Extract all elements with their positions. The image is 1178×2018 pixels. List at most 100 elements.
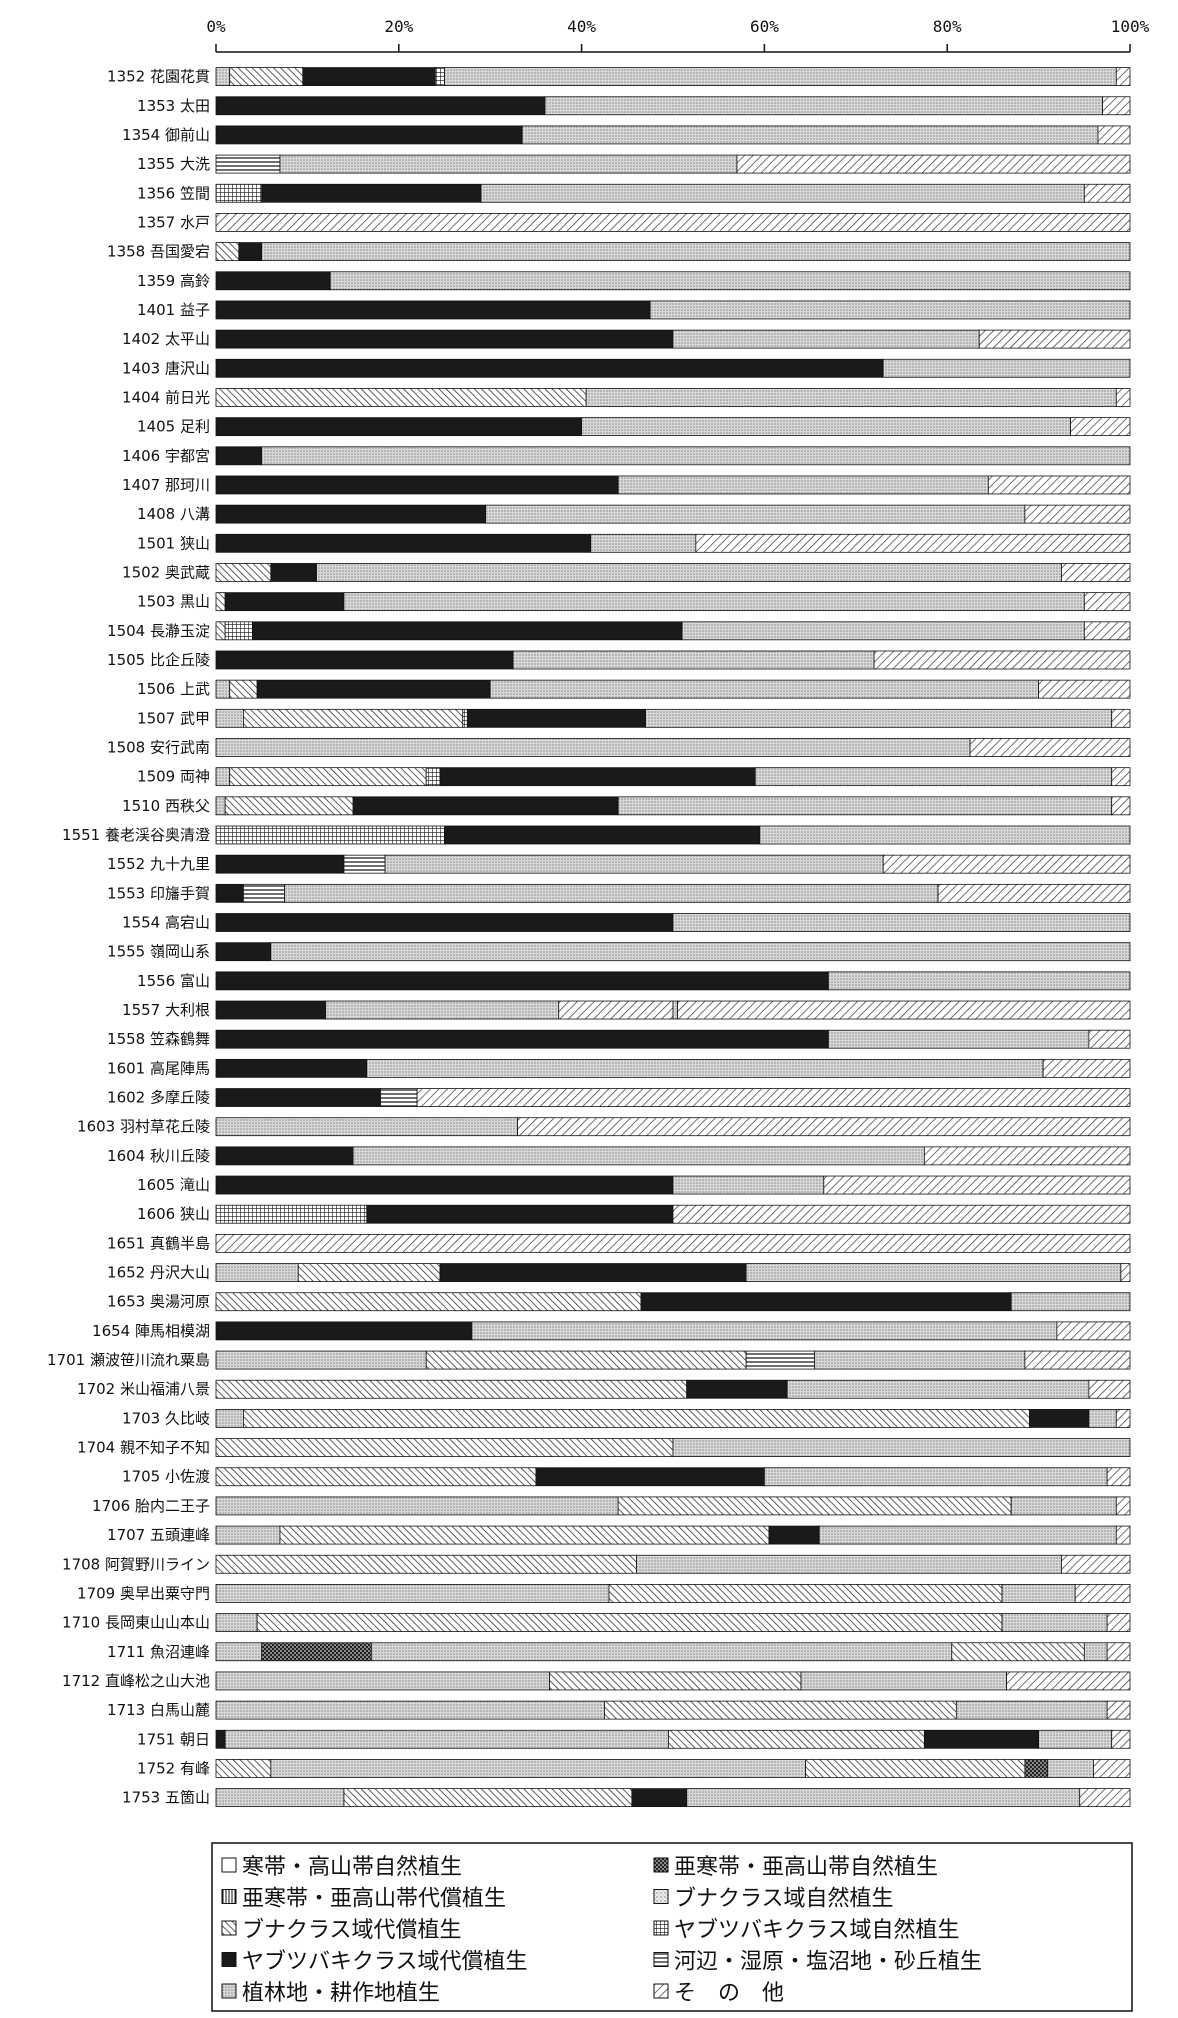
legend-swatch xyxy=(653,1857,669,1873)
bar-segment-k5 xyxy=(229,67,304,86)
category-label: 1702 米山福浦八景 xyxy=(77,1380,210,1398)
category-label: 1651 真鶴半島 xyxy=(107,1234,210,1252)
bar-segment-k10 xyxy=(1070,417,1131,437)
bar-segment-k9 xyxy=(800,1671,1008,1691)
bar-segment-k10 xyxy=(1111,708,1131,728)
bar-segment-k5 xyxy=(604,1700,957,1720)
bar-segment-k5 xyxy=(297,1263,441,1282)
bar-segment-k7 xyxy=(215,271,331,291)
bar-segment-k7 xyxy=(224,592,345,612)
bar-segment-k10 xyxy=(1115,1525,1131,1545)
bar-segment-k7 xyxy=(215,1058,368,1078)
bar-segment-k9 xyxy=(215,1584,610,1603)
bar-segment-k10 xyxy=(1074,1584,1131,1603)
bar-segment-k10 xyxy=(1106,1700,1131,1720)
bar-segment-k10 xyxy=(677,1000,1131,1020)
bar-segment-k7 xyxy=(215,883,244,903)
category-label: 1408 八溝 xyxy=(137,505,210,523)
x-tick-label: 20% xyxy=(384,17,413,36)
category-label: 1357 水戸 xyxy=(137,213,210,231)
bar-segment-k10 xyxy=(978,329,1131,349)
legend-swatch xyxy=(653,1889,669,1904)
bar-segment-k10 xyxy=(1115,388,1131,407)
bar-segment-k9 xyxy=(480,183,1085,203)
category-label: 1508 安行武南 xyxy=(107,738,210,756)
bar-segment-k5 xyxy=(805,1759,1026,1778)
category-label: 1406 宇都宮 xyxy=(122,447,210,465)
bar-segment-k10 xyxy=(1056,1321,1131,1341)
bar-segment-k8 xyxy=(243,883,285,903)
bar-segment-k10 xyxy=(1115,1496,1131,1516)
bar-segment-k10 xyxy=(1106,1642,1131,1662)
legend-swatch xyxy=(221,1889,237,1904)
bar-segment-k7 xyxy=(215,329,674,349)
bar-segment-k9 xyxy=(672,329,980,349)
bar-segment-k5 xyxy=(243,708,464,728)
bar-segment-k9 xyxy=(544,96,1103,116)
category-label: 1503 黒山 xyxy=(137,593,210,611)
bar-segment-k9 xyxy=(1001,1613,1108,1632)
category-label: 1709 奥早出粟守門 xyxy=(77,1584,210,1602)
bar-segment-k10 xyxy=(987,475,1131,495)
bar-segment-k6 xyxy=(215,1204,368,1224)
bar-segment-k9 xyxy=(215,796,226,816)
bar-segment-k10 xyxy=(923,1146,1131,1166)
bar-segment-k7 xyxy=(215,504,487,524)
bar-segment-k9 xyxy=(224,1729,669,1749)
bar-segment-k10 xyxy=(1061,1554,1131,1574)
bar-segment-k10 xyxy=(882,854,1131,874)
bar-segment-k9 xyxy=(352,1146,925,1166)
legend-label: ヤブツバキクラス域自然植生 xyxy=(674,1918,960,1943)
bar-segment-k7 xyxy=(640,1292,1012,1312)
bar-segment-k9 xyxy=(512,650,875,670)
category-label: 1712 直峰松之山大池 xyxy=(62,1672,210,1690)
category-label: 1653 奥湯河原 xyxy=(107,1293,210,1311)
bar-segment-k9 xyxy=(827,1029,1090,1049)
bar-segment-k7 xyxy=(215,1729,226,1749)
category-label: 1358 吾国愛宕 xyxy=(107,243,210,261)
bar-segment-k10 xyxy=(1111,1729,1131,1749)
category-label: 1507 武甲 xyxy=(137,709,210,727)
bar-segment-k9 xyxy=(485,504,1026,524)
category-label: 1355 大洗 xyxy=(137,155,210,173)
bar-segment-k7 xyxy=(215,1146,354,1166)
legend-box xyxy=(211,1842,1133,2012)
bar-segment-k9 xyxy=(215,738,971,757)
category-label: 1606 狭山 xyxy=(137,1205,210,1223)
category-label: 1354 御前山 xyxy=(122,126,210,144)
category-label: 1510 西秩父 xyxy=(122,797,210,815)
category-label: 1707 五頭連峰 xyxy=(107,1526,210,1544)
bar-segment-k9 xyxy=(384,854,884,874)
legend-label: 寒帯・高山帯自然植生 xyxy=(242,1855,462,1880)
bar-segment-k9 xyxy=(617,796,1113,816)
bar-segment-k7 xyxy=(215,96,546,116)
bar-segment-k10 xyxy=(215,213,1131,232)
bar-segment-k5 xyxy=(549,1671,802,1691)
bar-segment-k8 xyxy=(215,154,281,174)
category-label: 1701 瀬波笹川流れ粟島 xyxy=(47,1351,210,1369)
bar-segment-k9 xyxy=(672,1000,678,1020)
bar-segment-k10 xyxy=(1079,1788,1131,1808)
bar-segment-k9 xyxy=(215,1350,427,1370)
category-label: 1352 花園花貫 xyxy=(107,68,210,86)
bar-segment-k10 xyxy=(1093,1759,1131,1778)
bar-segment-k9 xyxy=(1001,1584,1076,1603)
category-label: 1654 陣馬相模湖 xyxy=(92,1322,210,1340)
bar-segment-k6 xyxy=(425,767,441,787)
bar-segment-k7 xyxy=(215,417,583,437)
bar-segment-k9 xyxy=(686,1788,1081,1808)
bar-segment-k9 xyxy=(471,1321,1058,1341)
bar-segment-k9 xyxy=(882,358,1131,378)
bar-segment-k5 xyxy=(215,563,272,582)
bar-segment-k7 xyxy=(261,183,482,203)
bar-segment-k9 xyxy=(649,300,1131,320)
bar-segment-k5 xyxy=(668,1729,925,1749)
bar-segment-k9 xyxy=(215,767,231,787)
bar-segment-k5 xyxy=(215,1759,272,1778)
category-label: 1405 足利 xyxy=(137,418,210,436)
bar-segment-k7 xyxy=(631,1788,688,1808)
bar-segment-k9 xyxy=(215,1496,619,1516)
bar-segment-k7 xyxy=(923,1729,1039,1749)
bar-segment-k9 xyxy=(955,1700,1108,1720)
